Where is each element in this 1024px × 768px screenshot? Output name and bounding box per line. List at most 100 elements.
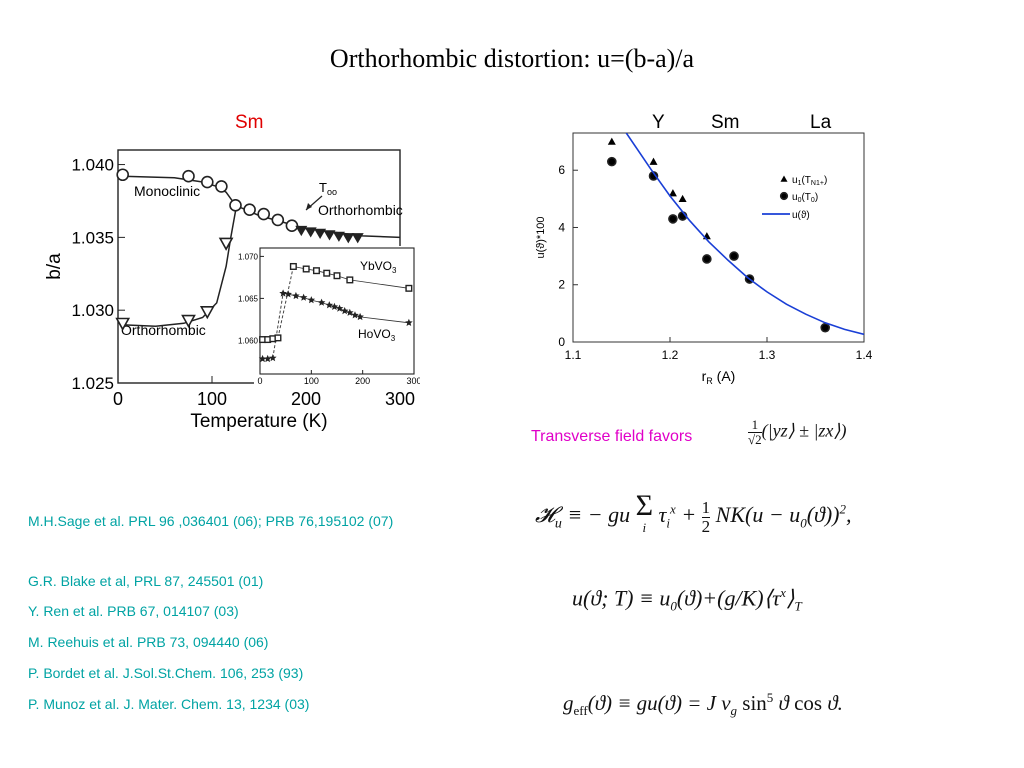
u-rR-chart: 0 2 4 6 1.1 1.2 1.3 1.4 rR (A) u(ϑ)*100 u1(TN1+) u… bbox=[535, 132, 873, 386]
data-point-triangle-down bbox=[323, 230, 336, 241]
y-tick-label: 1.030 bbox=[71, 301, 114, 320]
x-tick-label: 1.4 bbox=[856, 348, 873, 362]
slide-title: Orthorhombic distortion: u=(b-a)/a bbox=[329, 44, 695, 73]
data-point-triangle-open bbox=[199, 306, 215, 320]
inset-transition-yb bbox=[277, 266, 294, 338]
x-tick-label: 1.3 bbox=[759, 348, 776, 362]
inset-label-ybvo3: YbVO3 bbox=[360, 259, 397, 275]
inset-transition-ho bbox=[272, 293, 284, 359]
inset-point-square bbox=[302, 265, 310, 273]
inset-point-star bbox=[284, 290, 292, 298]
data-point-circle bbox=[729, 251, 739, 261]
inset-point-square bbox=[274, 334, 282, 342]
data-point-circle bbox=[702, 254, 712, 264]
data-point-circle bbox=[243, 203, 256, 217]
inset-background bbox=[254, 246, 418, 392]
data-point-circle bbox=[668, 214, 678, 224]
data-point-triangle-down bbox=[304, 227, 317, 238]
data-point-triangle-down bbox=[351, 233, 364, 244]
fit-curve bbox=[625, 133, 864, 336]
y-tick-label: 1.040 bbox=[71, 156, 114, 175]
inset-x-tick-label: 200 bbox=[355, 376, 370, 386]
data-point-triangle bbox=[678, 194, 687, 203]
inset-y-tick-label: 1.060 bbox=[238, 336, 259, 345]
data-point-circle bbox=[607, 156, 617, 167]
inset-x-tick-label: 0 bbox=[257, 376, 262, 386]
x-axis-label: rR (A) bbox=[702, 368, 736, 386]
y-tick-label: 4 bbox=[558, 220, 565, 234]
inset-point-star bbox=[340, 307, 349, 315]
x-tick-label: 1.2 bbox=[662, 348, 679, 362]
x-tick-label: 1.1 bbox=[565, 348, 582, 362]
state-equation: 1 √2 (|yz⟩ ± |zx⟩) bbox=[748, 417, 847, 447]
inset-point-square bbox=[405, 284, 413, 292]
data-point-triangle bbox=[668, 189, 677, 197]
la-label-top: La bbox=[810, 112, 832, 133]
data-point-circle bbox=[182, 169, 195, 183]
x-tick-label: 100 bbox=[197, 389, 227, 409]
inset-point-star bbox=[263, 354, 272, 363]
inset-frame bbox=[259, 247, 415, 375]
annotation-orthorhombic-high: Orthorhombic bbox=[318, 202, 403, 218]
reference-2: G.R. Blake et al, PRL 87, 245501 (01) bbox=[28, 573, 264, 589]
reference-3: Y. Ren et al. PRB 67, 014107 (03) bbox=[28, 603, 239, 619]
u-of-T-equation: u(ϑ; T) ≡ u0(ϑ)+(g/K)⟨τx⟩T bbox=[572, 585, 802, 614]
reference-5: P. Bordet et al. J.Sol.St.Chem. 106, 253… bbox=[28, 665, 304, 681]
legend-label: u1(TN1+) bbox=[792, 175, 827, 187]
sm-label-left: Sm bbox=[235, 112, 264, 133]
inset-x-tick-label: 100 bbox=[304, 376, 319, 386]
data-point-triangle-open bbox=[218, 237, 234, 251]
data-point-triangle-down bbox=[332, 231, 345, 242]
legend-marker-circle bbox=[779, 191, 789, 201]
legend-label: u0(T0) bbox=[792, 192, 818, 204]
annotation-monoclinic: Monoclinic bbox=[134, 183, 200, 199]
annotation-orthorhombic-low: Orthorhombic bbox=[121, 322, 206, 338]
inset-x-tick-label: 300 bbox=[406, 376, 420, 386]
data-point-triangle-down bbox=[295, 225, 308, 237]
inset-point-square bbox=[312, 267, 320, 275]
inset-point-star bbox=[351, 311, 359, 319]
inset-point-square bbox=[346, 276, 354, 284]
transverse-field-text: Transverse field favors bbox=[531, 428, 693, 445]
data-point-circle bbox=[820, 322, 831, 333]
data-point-triangle bbox=[649, 157, 658, 165]
x-tick-label: 300 bbox=[385, 389, 415, 409]
inset-point-square bbox=[289, 262, 297, 270]
data-point-triangle-open bbox=[181, 314, 196, 329]
inset-point-star bbox=[335, 304, 344, 312]
x-axis-label: Temperature (K) bbox=[190, 411, 327, 432]
data-point-circle bbox=[215, 180, 228, 193]
inset-point-star bbox=[307, 296, 316, 304]
inset-point-star bbox=[325, 301, 334, 309]
inset-point-star bbox=[279, 289, 287, 297]
ba-temperature-chart: 1.025 1.030 1.035 1.040 0 100 200 300 Temperatur… bbox=[38, 140, 420, 440]
y-label-top: Y bbox=[652, 112, 665, 133]
data-point-circle bbox=[285, 219, 299, 233]
data-point-circle bbox=[271, 213, 285, 227]
x-tick-label: 0 bbox=[113, 389, 123, 409]
sm-label-top: Sm bbox=[711, 112, 740, 133]
x-tick-label: 200 bbox=[291, 389, 321, 409]
inset-point-star bbox=[269, 354, 277, 362]
inset-point-square bbox=[333, 272, 341, 280]
y-tick-label: 1.035 bbox=[71, 228, 114, 247]
inset-label-hovo3: HoVO3 bbox=[358, 327, 396, 343]
inset-point-star bbox=[317, 298, 326, 306]
data-point-circle bbox=[201, 175, 214, 189]
g-eff-equation: geff(ϑ) ≡ gu(ϑ) = J vg sin5 ϑ cos ϑ. bbox=[563, 690, 843, 719]
inset-y-tick-label: 1.065 bbox=[238, 294, 259, 303]
inset-y-tick-label: 1.070 bbox=[238, 252, 259, 261]
y-tick-label: 1.025 bbox=[71, 374, 114, 393]
inset-point-star bbox=[299, 293, 308, 301]
data-point-triangle-down bbox=[342, 233, 355, 244]
y-tick-label: 2 bbox=[558, 278, 565, 292]
y-axis-label: u(ϑ)*100 bbox=[535, 216, 547, 258]
legend-label: u(ϑ) bbox=[792, 210, 810, 221]
y-axis-label: b/a bbox=[44, 253, 65, 280]
reference-1: M.H.Sage et al. PRL 96 ,036401 (06); PRB… bbox=[28, 513, 394, 529]
data-point-triangle bbox=[607, 137, 616, 145]
data-point-triangle-down bbox=[314, 228, 327, 240]
inset-point-star bbox=[405, 318, 413, 326]
y-tick-label: 6 bbox=[558, 163, 565, 177]
